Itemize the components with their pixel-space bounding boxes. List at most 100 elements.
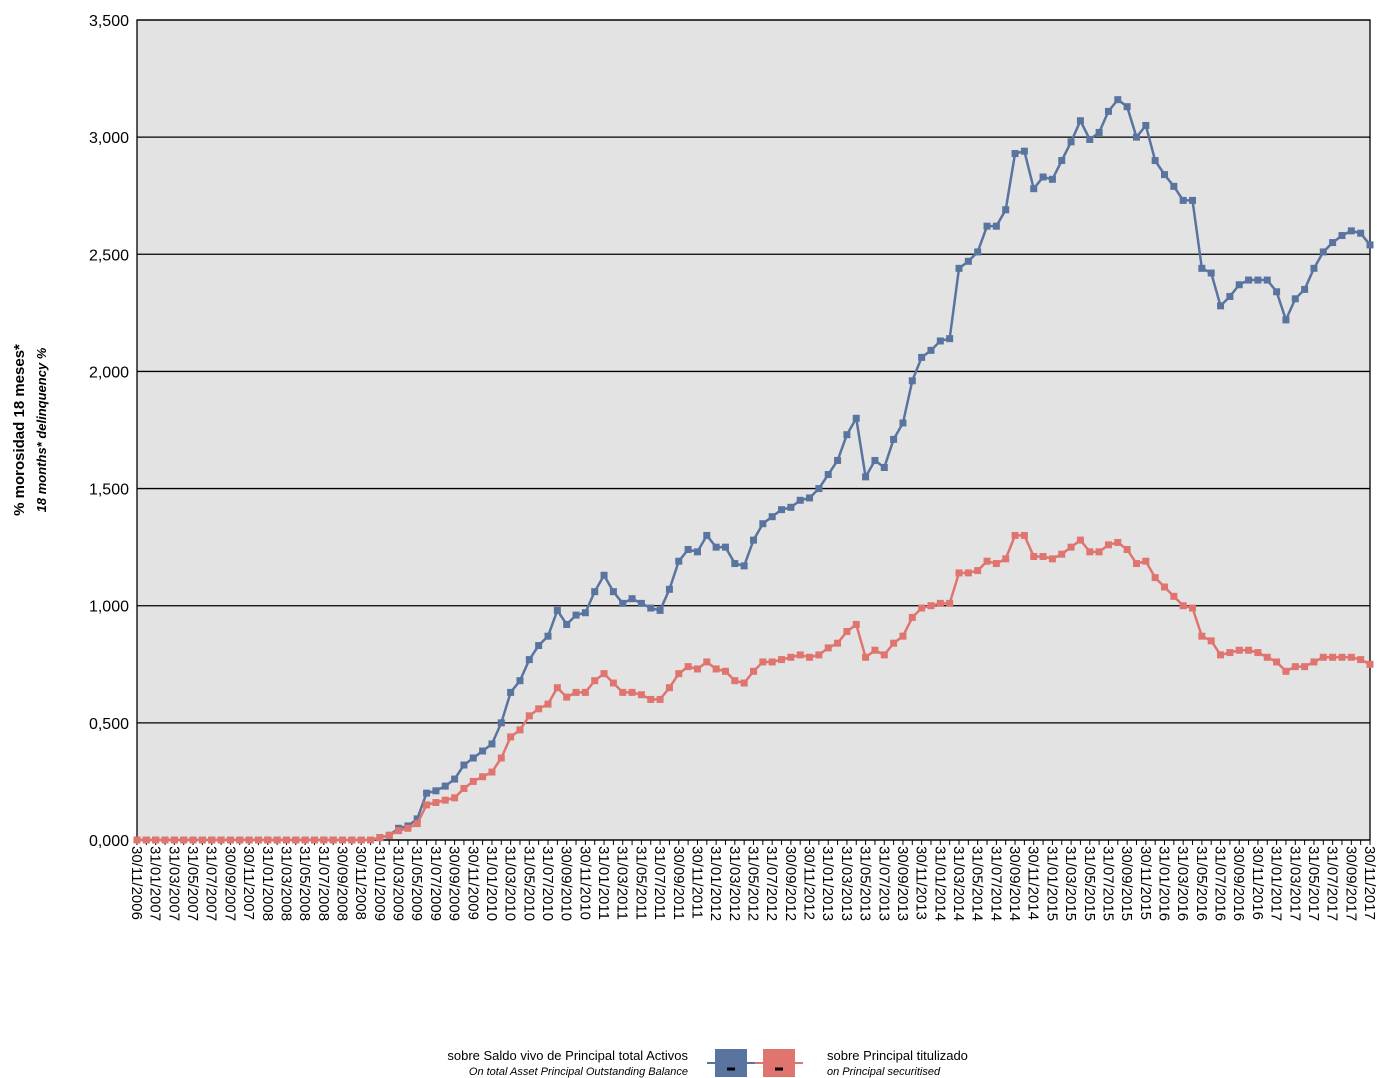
x-tick-label: 31/05/2007 <box>184 846 201 921</box>
data-marker <box>1151 157 1159 165</box>
data-marker <box>703 531 711 539</box>
x-tick-label: 31/05/2009 <box>408 846 425 921</box>
data-marker <box>684 663 692 671</box>
data-marker <box>974 248 982 256</box>
x-tick-label: 31/07/2017 <box>1324 846 1341 921</box>
x-tick-label: 31/03/2012 <box>726 846 743 921</box>
data-marker <box>983 222 991 230</box>
x-tick-label: 31/05/2014 <box>969 846 986 921</box>
data-marker <box>497 754 505 762</box>
data-marker <box>1347 653 1355 661</box>
data-marker <box>441 782 449 790</box>
data-marker <box>1058 157 1066 165</box>
data-marker <box>619 688 627 696</box>
data-marker <box>815 485 823 493</box>
x-tick-label: 31/05/2015 <box>1081 846 1098 921</box>
data-marker <box>180 836 188 844</box>
data-marker <box>964 257 972 265</box>
data-marker <box>796 651 804 659</box>
data-marker <box>955 264 963 272</box>
data-marker <box>637 599 645 607</box>
x-tick-label: 31/05/2010 <box>520 846 537 921</box>
x-tick-label: 31/03/2010 <box>502 846 519 921</box>
data-marker <box>721 667 729 675</box>
data-marker <box>1226 649 1234 657</box>
data-marker <box>1329 239 1337 247</box>
data-marker <box>488 768 496 776</box>
data-marker <box>1123 103 1131 111</box>
data-marker <box>544 700 552 708</box>
data-marker <box>1142 121 1150 129</box>
x-tick-label: 31/05/2013 <box>857 846 874 921</box>
y-tick-label: 3,500 <box>89 13 129 30</box>
data-marker <box>563 620 571 628</box>
data-marker <box>198 836 206 844</box>
y-tick-label: 3,000 <box>89 130 129 147</box>
data-marker <box>1366 660 1374 668</box>
data-marker <box>1076 117 1084 125</box>
data-marker <box>152 836 160 844</box>
data-marker <box>1226 292 1234 300</box>
data-marker <box>992 222 1000 230</box>
x-tick-label: 30/11/2014 <box>1025 846 1042 920</box>
data-marker <box>1254 649 1262 657</box>
data-marker <box>880 651 888 659</box>
data-marker <box>1048 555 1056 563</box>
data-marker <box>479 747 487 755</box>
data-marker <box>871 646 879 654</box>
x-tick-label: 30/09/2007 <box>221 846 238 921</box>
data-marker <box>936 337 944 345</box>
data-marker <box>142 836 150 844</box>
x-tick-label: 31/05/2012 <box>745 846 762 921</box>
data-marker <box>983 557 991 565</box>
data-marker <box>301 836 309 844</box>
data-marker <box>656 695 664 703</box>
data-marker <box>675 670 683 678</box>
data-marker <box>1207 637 1215 645</box>
data-marker <box>432 799 440 807</box>
data-marker <box>423 789 431 797</box>
data-marker <box>1030 185 1038 193</box>
x-tick-label: 31/07/2014 <box>987 846 1004 921</box>
data-marker <box>1357 656 1365 664</box>
data-marker <box>1263 653 1271 661</box>
y-tick-label: 2,000 <box>89 364 129 381</box>
data-marker <box>507 733 515 741</box>
data-marker <box>1086 548 1094 556</box>
data-marker <box>815 651 823 659</box>
data-marker <box>357 836 365 844</box>
x-tick-label: 31/07/2012 <box>763 846 780 921</box>
data-marker <box>759 520 767 528</box>
data-marker <box>516 726 524 734</box>
x-tick-label: 31/03/2017 <box>1286 846 1303 921</box>
data-marker <box>1058 550 1066 558</box>
data-marker <box>1076 536 1084 544</box>
x-tick-label: 31/07/2015 <box>1099 846 1116 921</box>
x-tick-label: 30/09/2011 <box>670 846 687 920</box>
legend-label: sobre Principal titulizado <box>827 1048 968 1063</box>
data-marker <box>731 677 739 685</box>
data-marker <box>1132 560 1140 568</box>
data-marker <box>479 773 487 781</box>
data-marker <box>282 836 290 844</box>
data-marker <box>1263 276 1271 284</box>
y-tick-label: 1,000 <box>89 599 129 616</box>
data-marker <box>535 642 543 650</box>
data-marker <box>441 796 449 804</box>
data-marker <box>843 627 851 635</box>
data-marker <box>768 513 776 521</box>
data-marker <box>964 569 972 577</box>
data-marker <box>1207 269 1215 277</box>
data-marker <box>469 777 477 785</box>
data-marker <box>1301 285 1309 293</box>
data-marker <box>1104 107 1112 115</box>
data-marker <box>619 599 627 607</box>
data-marker <box>1170 182 1178 190</box>
x-tick-label: 31/03/2013 <box>838 846 855 921</box>
data-marker <box>1067 138 1075 146</box>
data-marker <box>740 562 748 570</box>
data-marker <box>413 820 421 828</box>
x-tick-label: 30/09/2010 <box>558 846 575 921</box>
data-marker <box>404 824 412 832</box>
data-marker <box>1189 604 1197 612</box>
